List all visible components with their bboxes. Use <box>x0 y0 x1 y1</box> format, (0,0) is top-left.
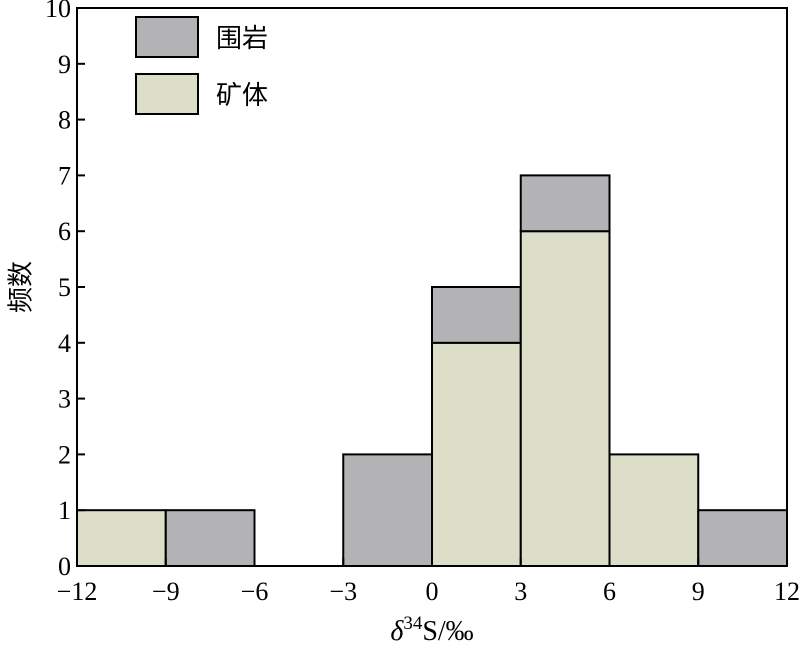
x-tick-label: 0 <box>426 577 439 606</box>
y-tick-label: 7 <box>58 161 71 190</box>
x-tick-label: 12 <box>774 577 800 606</box>
y-tick-label: 1 <box>58 496 71 525</box>
x-tick-label: 6 <box>603 577 616 606</box>
y-tick-label: 2 <box>58 440 71 469</box>
y-tick-label: 8 <box>58 106 71 135</box>
x-tick-label: −6 <box>241 577 269 606</box>
legend-swatch <box>135 73 199 115</box>
y-tick-label: 10 <box>45 0 71 23</box>
legend-swatch <box>135 16 199 58</box>
bar-wallrock-1 <box>164 509 256 568</box>
legend-label: 围岩 <box>216 24 268 54</box>
bar-ore-6 <box>608 453 700 567</box>
y-tick-label: 4 <box>58 329 71 358</box>
y-tick-label: 0 <box>58 552 71 581</box>
x-axis-title-delta: δ <box>390 616 404 647</box>
bar-ore-5 <box>519 230 611 567</box>
x-tick-label: −9 <box>152 577 180 606</box>
y-tick-label: 9 <box>58 50 71 79</box>
x-axis-title: δ34S/‰ <box>390 613 473 647</box>
bar-ore-0 <box>76 509 167 568</box>
bar-wallrock-3 <box>342 453 433 567</box>
x-tick-label: 9 <box>692 577 705 606</box>
x-tick-label: −3 <box>329 577 357 606</box>
y-tick-label: 6 <box>58 217 71 246</box>
bar-ore-4 <box>431 341 522 567</box>
x-tick-label: 3 <box>514 577 527 606</box>
y-axis-title: 频数 <box>7 261 37 313</box>
x-tick-label: −12 <box>57 577 98 606</box>
x-axis-title-rest: S/‰ <box>422 616 473 647</box>
x-axis-title-superscript: 34 <box>403 613 423 634</box>
bars-group <box>76 174 788 568</box>
y-tick-label: 3 <box>58 385 71 414</box>
y-tick-label: 5 <box>58 273 71 302</box>
bar-wallrock-7 <box>697 509 788 568</box>
bar-wallrock-4 <box>431 286 522 344</box>
legend-label: 矿体 <box>216 81 268 111</box>
bar-wallrock-5 <box>519 174 611 233</box>
